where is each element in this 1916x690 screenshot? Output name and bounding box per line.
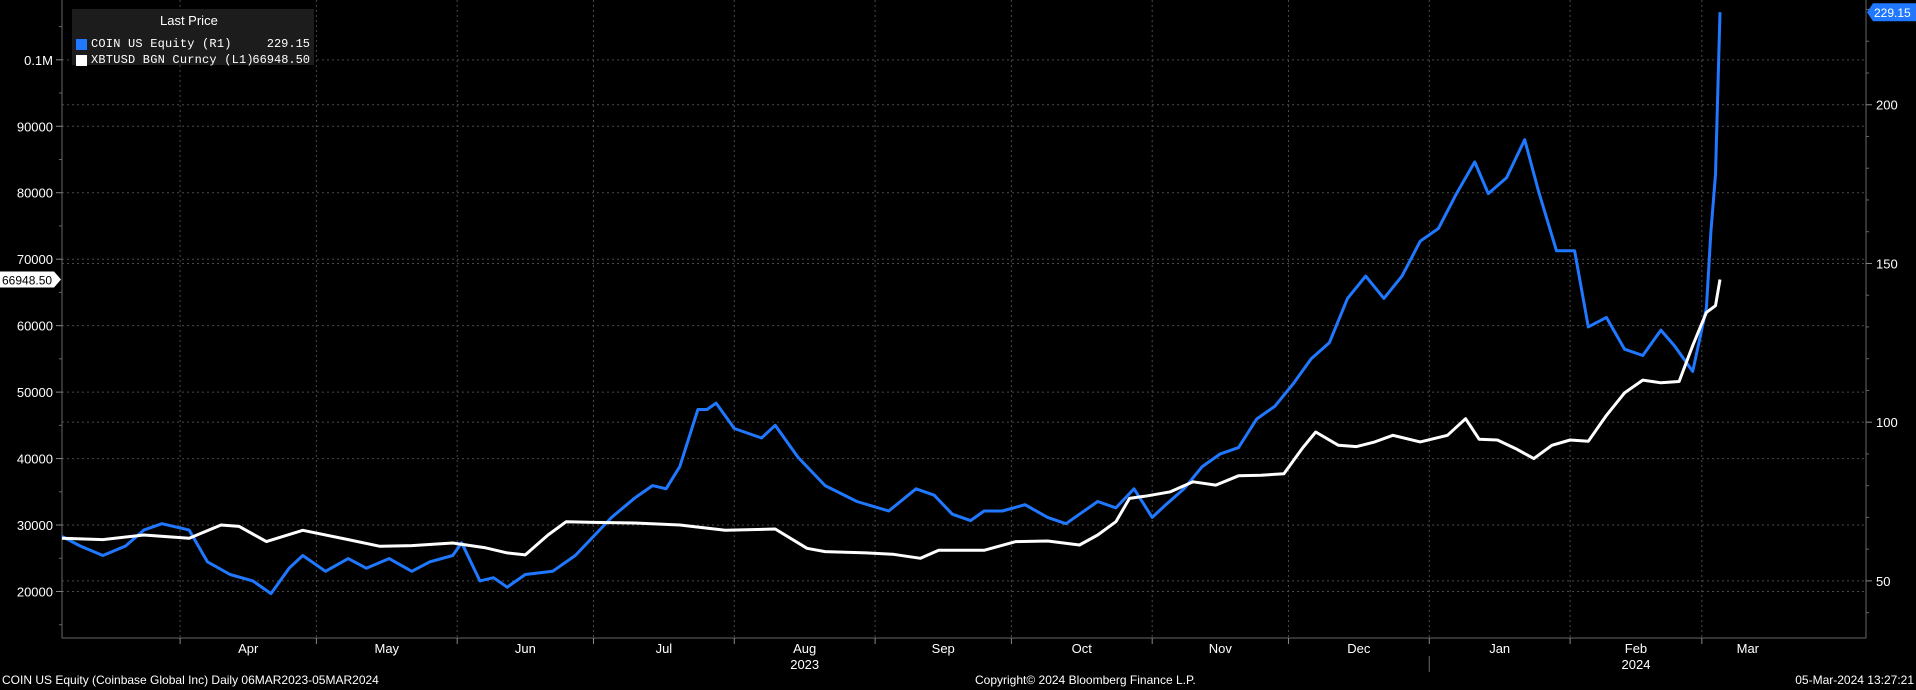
year-label: 2023	[790, 657, 819, 672]
legend-value-coin: 229.15	[266, 37, 310, 51]
last-value-labels: 66948.50 229.15	[0, 3, 1916, 288]
legend-name-coin: COIN US Equity (R1)	[91, 37, 232, 51]
month-label: May	[375, 641, 400, 656]
left-tick-label: 70000	[17, 252, 53, 267]
month-label: Feb	[1625, 641, 1647, 656]
year-label: 2024	[1622, 657, 1651, 672]
legend-name-xbtusd: XBTUSD BGN Curncy (L1)	[91, 53, 254, 67]
month-label: Aug	[793, 641, 816, 656]
left-last-value-marker	[0, 271, 61, 288]
right-axis: 50 100 150 200	[1865, 0, 1898, 638]
left-axis: 20000 30000 40000 50000 60000 70000 80000 90000…	[17, 0, 63, 638]
month-label: Mar	[1737, 641, 1760, 656]
left-tick-label: 20000	[17, 584, 53, 599]
left-tick-label: 40000	[17, 452, 53, 467]
month-label: Dec	[1347, 641, 1371, 656]
left-tick-label: 50000	[17, 385, 53, 400]
footer-security-info: COIN US Equity (Coinbase Global Inc) Dai…	[2, 673, 379, 687]
month-label: Nov	[1209, 641, 1233, 656]
legend-item-xbtusd: XBTUSD BGN Curncy (L1) 66948.50	[76, 53, 310, 68]
month-label: Jul	[656, 641, 673, 656]
month-label: Apr	[238, 641, 259, 656]
month-label: Jun	[515, 641, 536, 656]
month-label: Oct	[1072, 641, 1093, 656]
legend-value-xbtusd: 66948.50	[252, 53, 310, 67]
footer-timestamp: 05-Mar-2024 13:27:21	[1795, 673, 1914, 687]
legend-item-coin: COIN US Equity (R1) 229.15	[76, 37, 310, 52]
right-last-value-label: 229.15	[1874, 6, 1911, 20]
right-last-value-marker	[1867, 3, 1916, 22]
left-tick-label: 90000	[17, 119, 53, 134]
month-label: Jan	[1489, 641, 1510, 656]
footer-copyright: Copyright© 2024 Bloomberg Finance L.P.	[975, 673, 1196, 687]
xbtusd-price-line	[61, 279, 1722, 560]
left-tick-label: 80000	[17, 186, 53, 201]
grid	[62, 0, 1866, 638]
right-tick-label: 100	[1876, 415, 1898, 430]
left-tick-label: 60000	[17, 319, 53, 334]
left-tick-label: 30000	[17, 518, 53, 533]
left-tick-label: 0.1M	[24, 53, 53, 68]
legend-swatch-coin	[76, 39, 87, 50]
legend-title: Last Price	[160, 13, 218, 28]
month-label: Sep	[932, 641, 955, 656]
series-group	[61, 12, 1722, 596]
right-tick-label: 50	[1876, 574, 1890, 589]
coin-price-line	[61, 12, 1722, 596]
left-last-value-label: 66948.50	[2, 273, 52, 287]
legend-box: Last Price COIN US Equity (R1) 229.15 XB…	[72, 9, 314, 68]
right-tick-label: 150	[1876, 256, 1898, 271]
right-tick-label: 200	[1876, 98, 1898, 113]
legend-swatch-xbtusd	[76, 55, 87, 66]
